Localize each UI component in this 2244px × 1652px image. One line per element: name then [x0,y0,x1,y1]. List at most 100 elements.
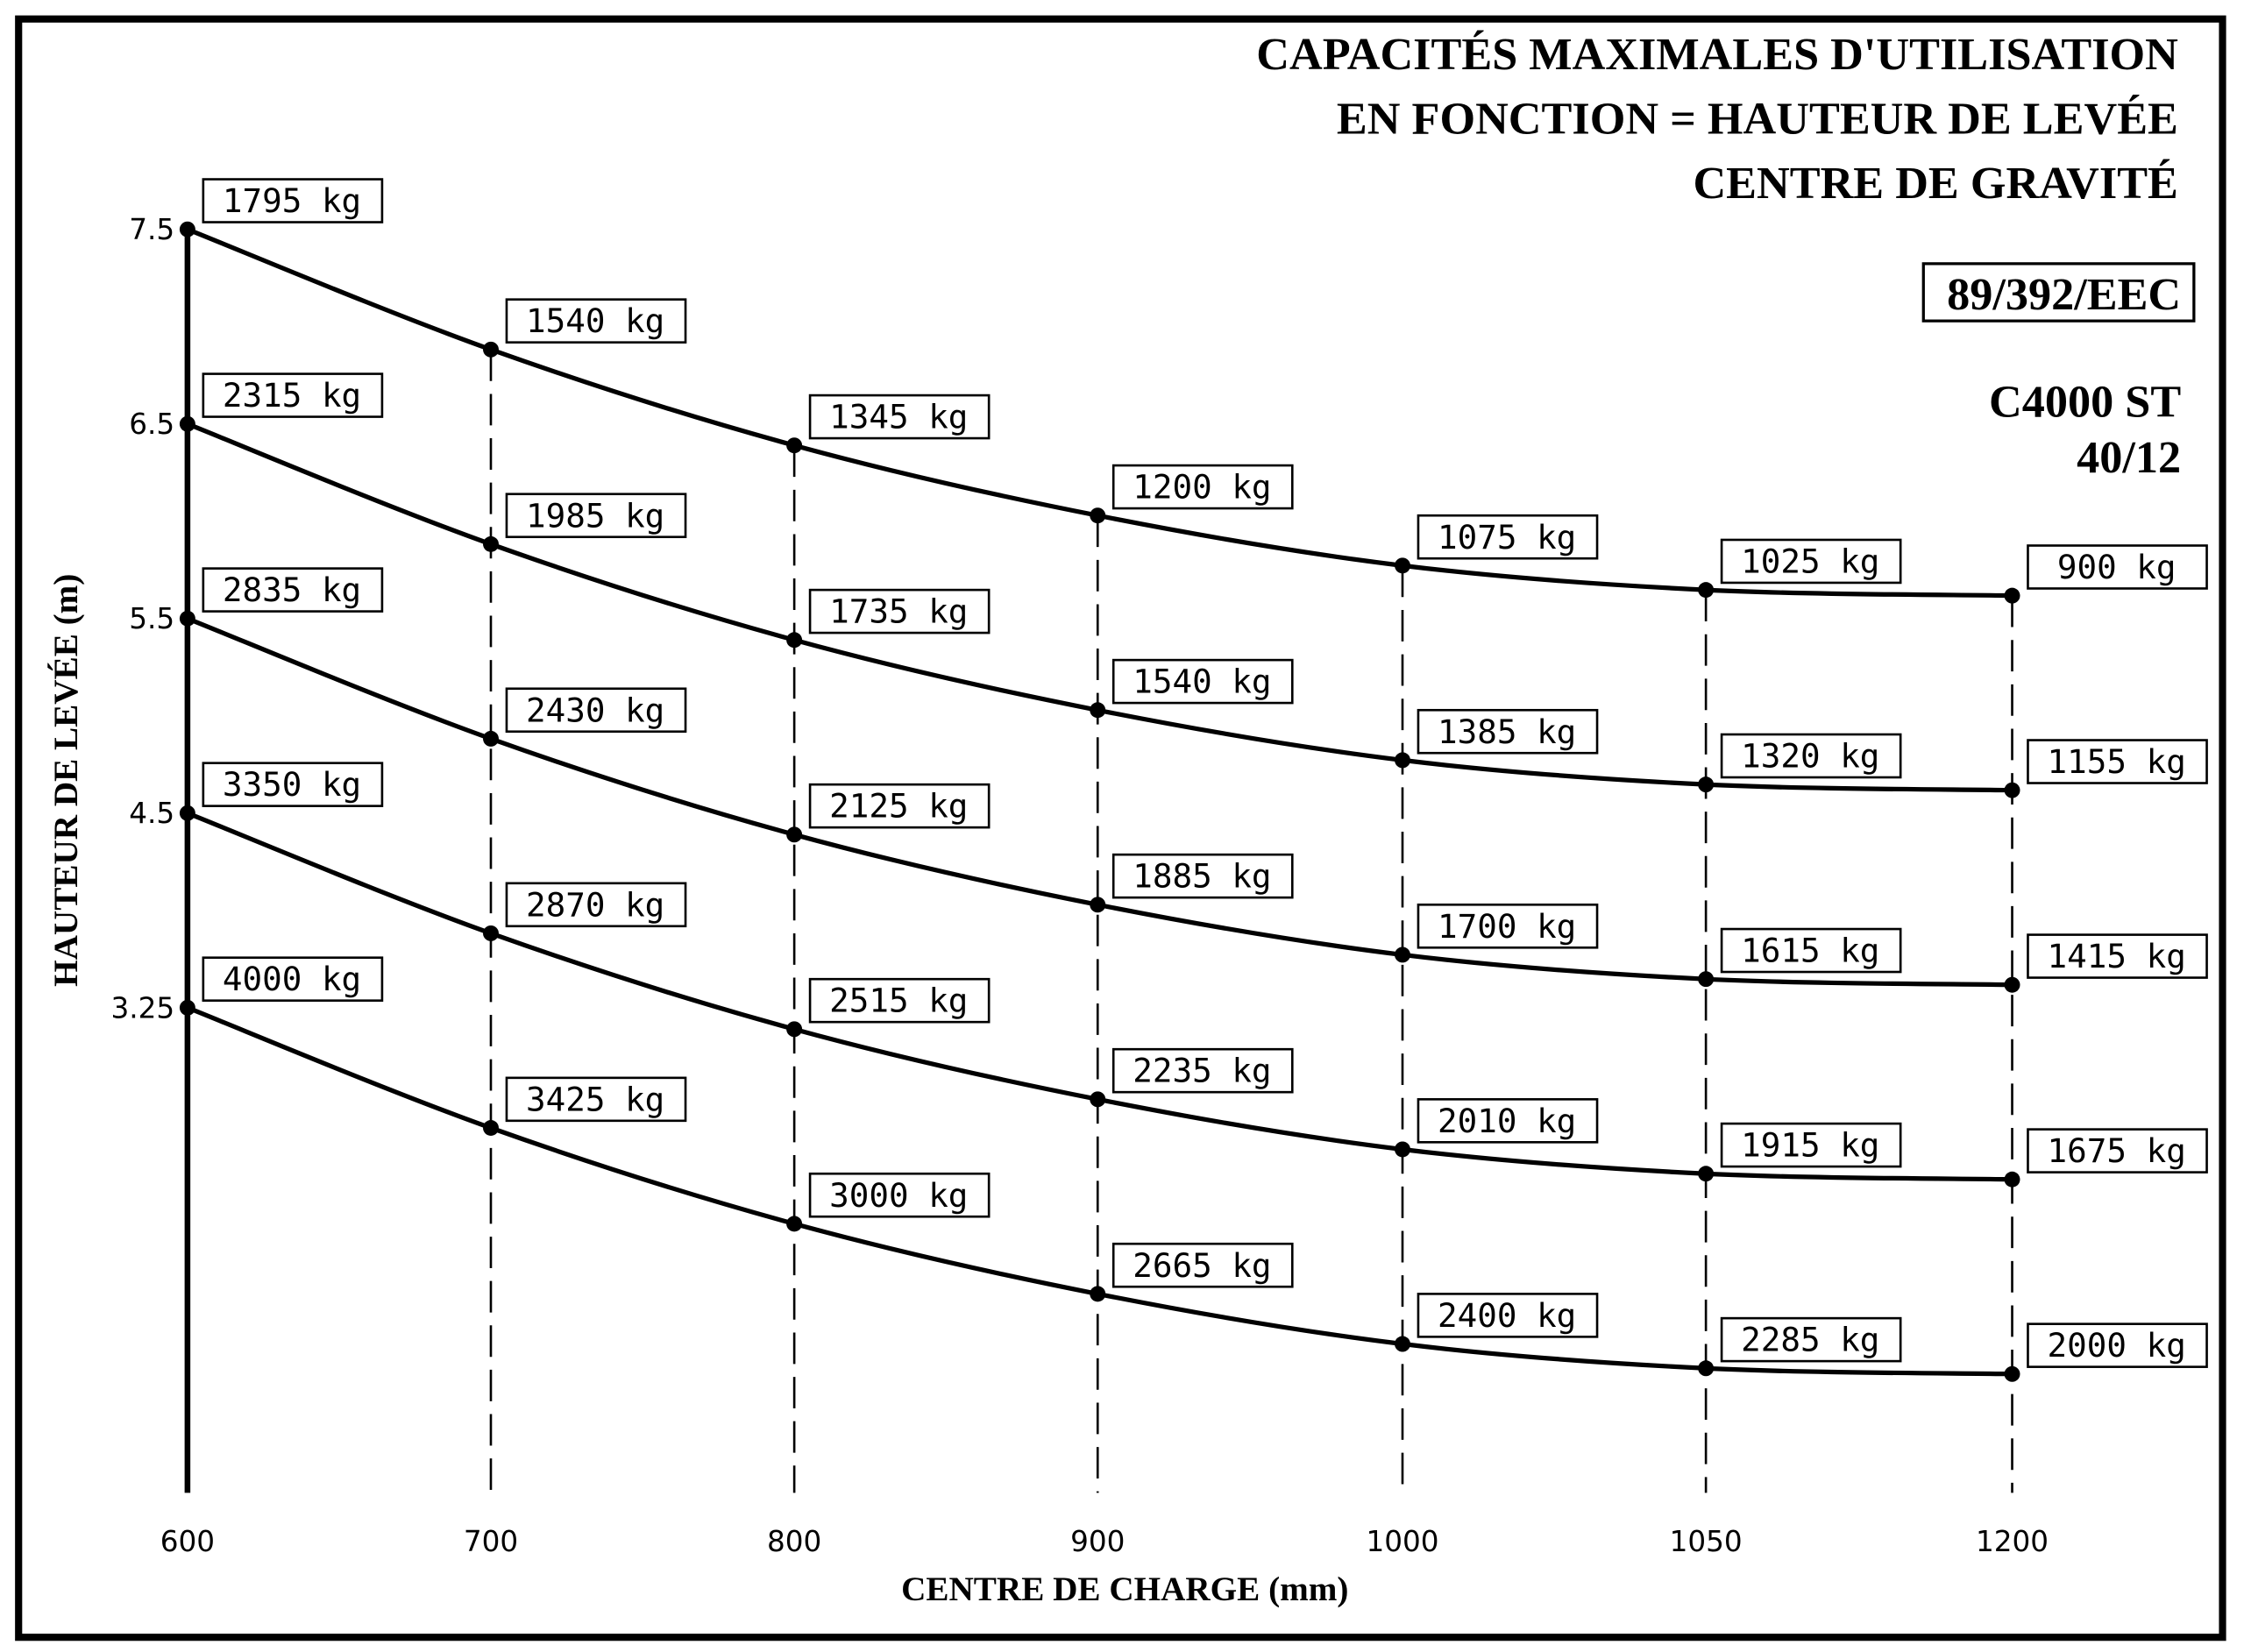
data-point [1395,752,1410,769]
data-point [1090,1286,1106,1302]
data-label-box [202,956,384,1002]
data-label-box [1111,1242,1294,1288]
data-point [1698,776,1715,793]
data-point [1698,1166,1715,1182]
data-point [179,610,195,627]
model-line-2: 40/12 [2077,432,2181,483]
data-label-box [1720,733,1902,779]
data-point [2004,782,2020,798]
data-label-box [1111,1047,1294,1094]
data-label-box [505,1076,687,1123]
chart-title-line-2: EN FONCTION = HAUTEUR DE LEVÉE [1337,93,2178,144]
data-label: 2315 kg [223,376,361,415]
x-tick-label: 900 [1070,1525,1125,1558]
y-tick-label: 6.5 [129,408,174,441]
data-label-box [1111,464,1294,510]
data-label: 900 kg [2057,548,2177,586]
model-line-1: C4000 ST [1989,377,2181,428]
x-tick-label: 800 [767,1525,821,1558]
data-label-box [202,762,384,807]
x-tick-label: 1000 [1366,1525,1438,1558]
data-label-box [1417,708,1599,755]
data-label-box [2027,1322,2208,1368]
data-label: 3425 kg [526,1080,664,1118]
data-point [1698,1360,1715,1377]
standard-label: 89/392/EEC [1947,269,2181,320]
data-label: 2430 kg [526,691,664,729]
data-label: 1385 kg [1438,713,1576,751]
x-axis-label: CENTRE DE CHARGE (mm) [901,1570,1348,1608]
x-tick-label: 700 [464,1525,518,1558]
data-point [1698,971,1715,988]
data-label: 1915 kg [1741,1126,1879,1165]
data-label: 1155 kg [2048,742,2186,781]
standard-box [1921,262,2196,323]
y-tick-label: 4.5 [129,797,174,830]
data-label-box [1417,1293,1599,1338]
data-label: 1320 kg [1741,737,1879,776]
data-label: 3350 kg [223,765,361,804]
data-label: 2400 kg [1438,1296,1576,1335]
data-label: 1885 kg [1133,857,1271,896]
data-point [179,805,195,821]
data-point [1090,507,1106,524]
data-label: 1735 kg [829,592,968,631]
data-point [1395,1336,1410,1352]
data-label: 2000 kg [2048,1326,2186,1365]
data-point [483,535,499,552]
data-point [2004,976,2020,993]
data-label-box [505,493,687,539]
data-point [1395,557,1410,574]
data-point [483,925,499,941]
data-label-box [202,178,384,223]
data-point [1090,702,1106,719]
data-label-box [505,298,687,344]
data-label-box [2027,933,2208,979]
data-label: 3000 kg [829,1176,968,1215]
data-label: 2010 kg [1438,1102,1576,1140]
data-label-box [1720,538,1902,585]
data-label-box [1111,853,1294,899]
data-point [1698,582,1715,599]
data-label: 1700 kg [1438,907,1576,946]
data-label: 1025 kg [1741,542,1879,581]
data-point [786,437,803,454]
data-label-box [1417,514,1599,560]
data-label: 1345 kg [829,398,968,436]
data-label-box [808,977,991,1024]
data-label: 2285 kg [1741,1321,1879,1359]
data-label-box [505,687,687,734]
data-label-box [808,588,991,635]
data-label: 1795 kg [223,181,361,220]
data-point [2004,1171,2020,1188]
data-point [1090,897,1106,913]
data-label: 1675 kg [2048,1131,2186,1170]
data-point [786,1021,803,1038]
data-label-box [202,567,384,613]
data-label-box [1720,1122,1902,1168]
x-tick-label: 1200 [1976,1525,2049,1558]
data-label-box [2027,1128,2208,1173]
y-tick-label: 3.25 [110,991,174,1025]
data-point [483,1120,499,1136]
chart-title-line-1: CAPACITÉS MAXIMALES D'UTILISATION [1256,29,2178,80]
chart-title-line-3: CENTRE DE GRAVITÉ [1693,158,2177,209]
data-label-box [1720,1316,1902,1363]
data-point [1395,947,1410,963]
data-label-box [808,783,991,829]
data-point [2004,587,2020,604]
data-label: 2870 kg [526,885,664,924]
data-label: 2835 kg [223,571,361,609]
data-label: 2515 kg [829,982,968,1020]
y-tick-label: 7.5 [129,213,174,246]
data-label: 2235 kg [1133,1052,1271,1090]
data-label-box [2027,544,2208,590]
data-label-box [505,882,687,928]
data-label-box [808,394,991,440]
data-point [179,221,195,238]
y-axis-label: HAUTEUR DE LEVÉE (m) [46,574,85,987]
data-label-box [1720,927,1902,974]
data-point [483,730,499,747]
outer-frame [15,15,2226,1641]
data-label: 2665 kg [1133,1246,1271,1285]
